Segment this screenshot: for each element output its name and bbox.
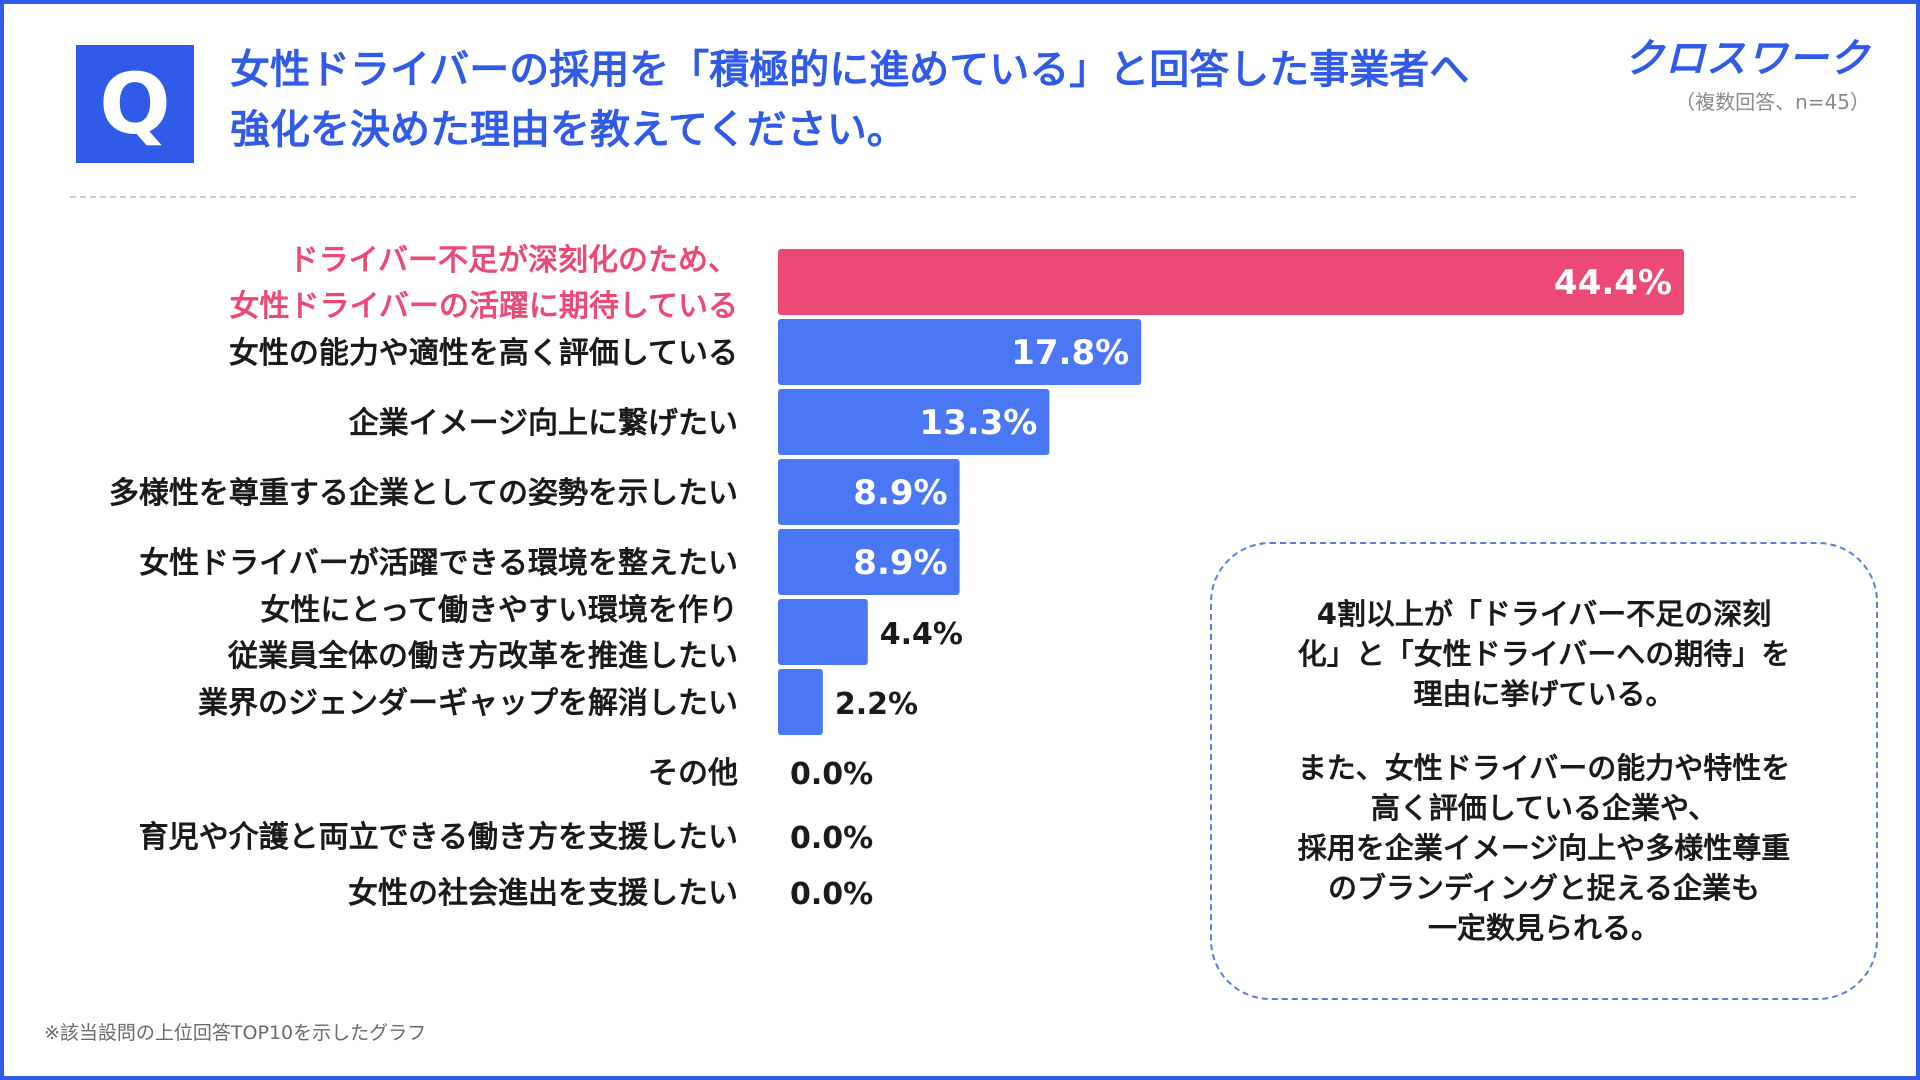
- summary-para-2-line-5: 一定数見られる。: [1427, 911, 1660, 945]
- summary-callout: 4割以上が「ドライバー不足の深刻 化」と「女性ドライバーへの期待」を 理由に挙げ…: [1210, 542, 1878, 1000]
- value-label-9: 0.0%: [790, 821, 873, 856]
- value-label-7: 2.2%: [835, 687, 918, 722]
- value-label-6: 4.4%: [880, 617, 963, 652]
- summary-para-2-line-2: 高く評価している企業や、: [1370, 791, 1718, 825]
- question-title-line-2: 強化を決めた理由を教えてください。: [230, 107, 907, 153]
- category-label-9: 育児や介護と両立できる働き方を支援したい: [139, 820, 738, 855]
- footnote: ※該当設問の上位回答TOP10を示したグラフ: [44, 1022, 427, 1044]
- category-label-6-line-1: 女性にとって働きやすい環境を作り: [260, 593, 738, 628]
- brand-logo: クロスワーク: [1624, 36, 1870, 82]
- category-label-2: 女性の能力や適性を高く評価している: [229, 336, 738, 371]
- category-label-4: 多様性を尊重する企業としての姿勢を示したい: [109, 476, 738, 511]
- category-label-1-line-2: 女性ドライバーの活躍に期待している: [230, 289, 739, 324]
- summary-para-2-line-3: 採用を企業イメージ向上や多様性尊重: [1297, 831, 1791, 865]
- value-label-1: 44.4%: [1554, 263, 1672, 303]
- bar-2: [778, 319, 1142, 385]
- value-label-2: 17.8%: [1011, 333, 1129, 373]
- value-label-3: 13.3%: [919, 403, 1037, 443]
- category-label-3: 企業イメージ向上に繋げたい: [349, 406, 738, 441]
- category-label-10: 女性の社会進出を支援したい: [348, 876, 738, 911]
- bar-3: [778, 389, 1050, 455]
- category-label-8: その他: [648, 756, 738, 791]
- bar-6: [778, 599, 868, 665]
- bar-1: [778, 249, 1684, 315]
- category-label-6-line-2: 従業員全体の働き方改革を推進したい: [227, 639, 738, 674]
- value-label-4: 8.9%: [853, 473, 947, 513]
- category-label-1-line-1: ドライバー不足が深刻化のため、: [289, 243, 738, 278]
- question-title: 女性ドライバーの採用を「積極的に進めている」と回答した事業者へ 強化を決めた理由…: [230, 40, 1590, 160]
- summary-para-2-line-1: また、女性ドライバーの能力や特性を: [1297, 751, 1791, 785]
- bar-5: [778, 529, 960, 595]
- summary-para-2-line-4: のブランディングと捉える企業も: [1327, 871, 1761, 905]
- header-divider: [70, 196, 1856, 198]
- value-label-8: 0.0%: [790, 757, 873, 792]
- summary-para-1-line-2: 化」と「女性ドライバーへの期待」を: [1297, 637, 1791, 671]
- category-label-7: 業界のジェンダーギャップを解消したい: [198, 686, 738, 721]
- value-label-10: 0.0%: [790, 877, 873, 912]
- question-mark-badge: Q: [76, 45, 194, 163]
- summary-para-1-line-1: 4割以上が「ドライバー不足の深刻: [1316, 597, 1772, 631]
- bar-4: [778, 459, 960, 525]
- value-label-5: 8.9%: [853, 543, 947, 583]
- sample-size-note: （複数回答、n=45）: [1675, 90, 1870, 114]
- bar-7: [778, 669, 823, 735]
- summary-para-1-line-3: 理由に挙げている。: [1413, 677, 1675, 711]
- question-title-line-1: 女性ドライバーの採用を「積極的に進めている」と回答した事業者へ: [230, 47, 1470, 93]
- category-label-5: 女性ドライバーが活躍できる環境を整えたい: [139, 546, 738, 581]
